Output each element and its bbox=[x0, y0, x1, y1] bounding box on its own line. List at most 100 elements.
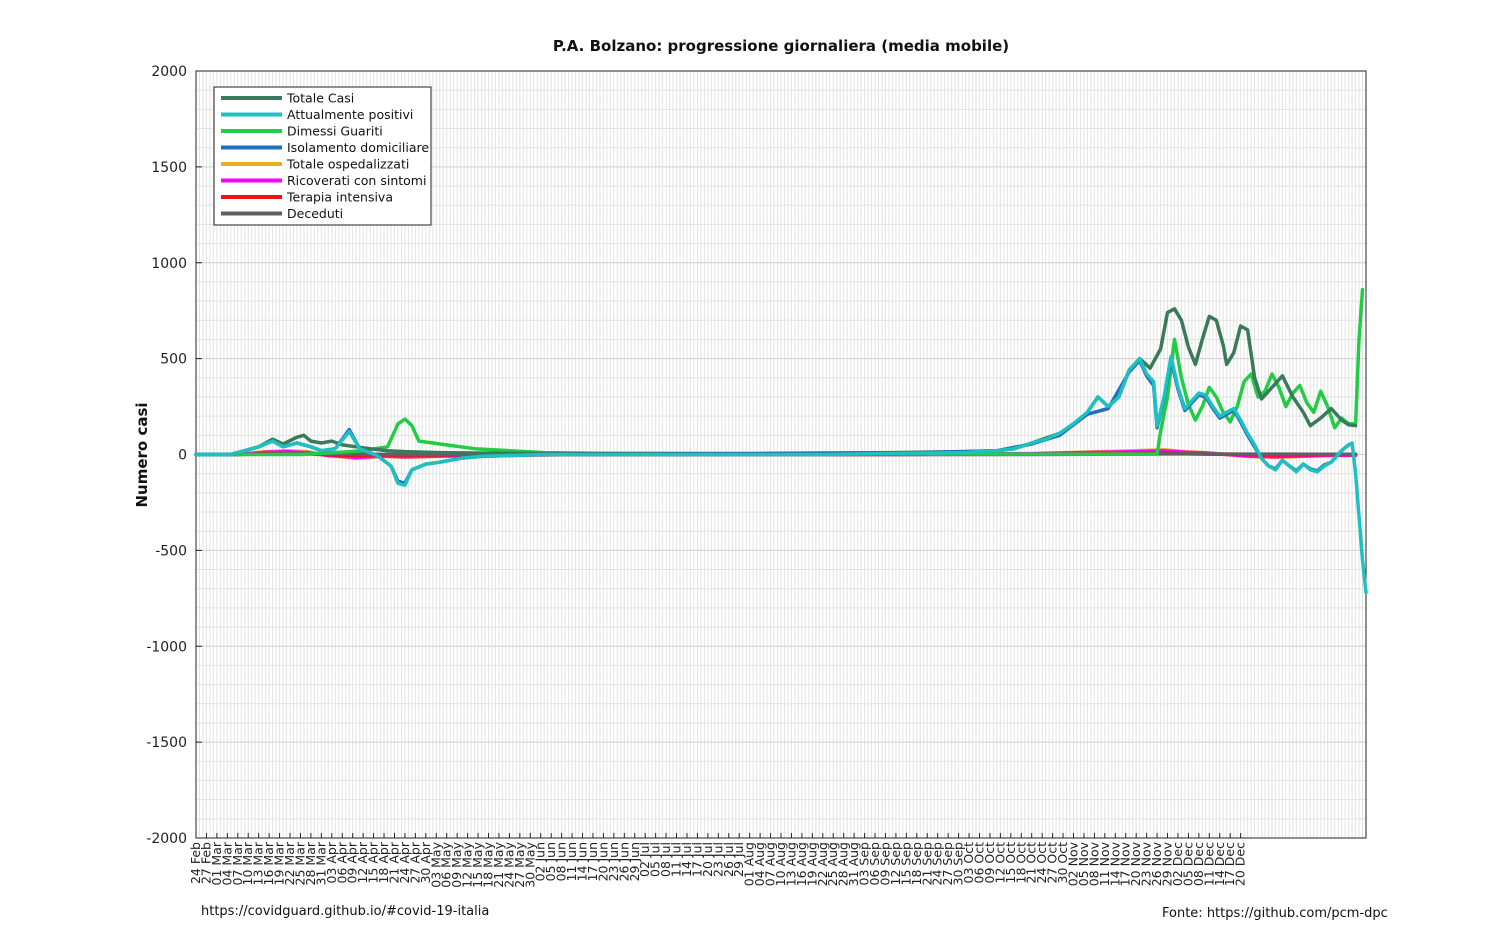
x-tick-label: 10 Aug bbox=[773, 842, 788, 886]
x-tick-label: 15 Sep bbox=[898, 842, 913, 886]
x-tick-label: 27 May bbox=[512, 841, 527, 887]
x-tick-label: 08 Nov bbox=[1086, 841, 1101, 886]
x-tick-label: 30 Oct bbox=[1055, 842, 1070, 884]
x-tick-label: 07 Aug bbox=[763, 842, 778, 886]
x-tick-label: 02 Jun bbox=[533, 842, 548, 881]
x-tick-label: 15 Apr bbox=[366, 841, 381, 883]
x-tick-label: 06 Apr bbox=[334, 841, 349, 883]
legend-label: Totale Casi bbox=[286, 91, 354, 106]
x-tick-label: 23 Nov bbox=[1139, 841, 1154, 886]
series-line-attualmente-positivi bbox=[194, 354, 1368, 595]
y-tick-label: 500 bbox=[160, 352, 187, 368]
x-tick-label: 11 Jun bbox=[564, 842, 579, 881]
x-tick-label: 19 Aug bbox=[804, 842, 819, 886]
x-tick-label: 17 Nov bbox=[1118, 841, 1133, 886]
x-tick-label: 12 Sep bbox=[888, 842, 903, 886]
x-tick-label: 09 Sep bbox=[877, 842, 892, 886]
x-tick-label: 24 Feb bbox=[188, 842, 203, 884]
x-tick-label: 31 Mar bbox=[313, 841, 328, 885]
y-axis-label: Numero casi bbox=[133, 402, 151, 507]
x-tick-label: 09 Oct bbox=[982, 842, 997, 884]
x-tick-label: 26 Jul bbox=[721, 842, 736, 877]
y-tick-label: 0 bbox=[178, 448, 187, 464]
x-tick-label: 18 May bbox=[481, 841, 496, 887]
x-tick-label: 21 Sep bbox=[919, 842, 934, 886]
x-tick-label: 27 Apr bbox=[407, 841, 422, 883]
x-tick-label: 14 Dec bbox=[1212, 842, 1227, 886]
x-tick-label: 21 May bbox=[491, 841, 506, 887]
legend-label: Terapia intensiva bbox=[286, 190, 393, 205]
x-tick-label: 02 Nov bbox=[1066, 841, 1081, 886]
x-tick-label: 25 Aug bbox=[825, 842, 840, 886]
x-tick-label: 03 Sep bbox=[857, 842, 872, 886]
x-tick-label: 18 Sep bbox=[909, 842, 924, 886]
x-tick-label: 07 Mar bbox=[230, 841, 245, 885]
chart-title: P.A. Bolzano: progressione giornaliera (… bbox=[553, 37, 1009, 55]
footer-left-url: https://covidguard.github.io/#covid-19-i… bbox=[201, 904, 490, 919]
x-tick-label: 11 Jul bbox=[669, 842, 684, 877]
x-tick-label: 05 Nov bbox=[1076, 841, 1091, 886]
x-tick-label: 06 Oct bbox=[971, 842, 986, 884]
x-tick-label: 27 Sep bbox=[940, 842, 955, 886]
x-tick-label: 13 Aug bbox=[783, 842, 798, 886]
x-tick-label: 29 Jul bbox=[731, 842, 746, 877]
x-tick-label: 06 May bbox=[439, 841, 454, 887]
x-tick-label: 04 Mar bbox=[219, 841, 234, 885]
x-tick-label: 19 Mar bbox=[272, 841, 287, 885]
x-tick-label: 17 Jul bbox=[689, 842, 704, 877]
x-tick-label: 02 Jul bbox=[637, 842, 652, 877]
x-tick-label: 03 Apr bbox=[324, 841, 339, 883]
x-tick-label: 27 Oct bbox=[1045, 842, 1060, 884]
x-tick-label: 18 Oct bbox=[1013, 842, 1028, 884]
x-tick-label: 18 Apr bbox=[376, 841, 391, 883]
legend-label: Dimessi Guariti bbox=[287, 124, 383, 139]
x-tick-label: 01 Aug bbox=[742, 842, 757, 886]
x-tick-label: 30 May bbox=[522, 841, 537, 887]
series-lines bbox=[194, 287, 1368, 595]
y-tick-label: -2000 bbox=[146, 831, 187, 847]
x-tick-label: 30 Apr bbox=[418, 841, 433, 883]
x-tick-label: 14 Jul bbox=[679, 842, 694, 877]
x-tick-label: 28 Aug bbox=[836, 842, 851, 886]
x-tick-label: 08 Jul bbox=[658, 842, 673, 877]
x-tick-label: 03 Oct bbox=[961, 842, 976, 884]
x-tick-label: 01 Mar bbox=[209, 841, 224, 885]
y-tick-label: -1000 bbox=[146, 639, 187, 655]
x-tick-label: 10 Mar bbox=[240, 841, 255, 885]
x-tick-label: 13 Mar bbox=[251, 841, 266, 885]
x-tick-label: 23 Jul bbox=[710, 842, 725, 877]
x-tick-label: 20 Jul bbox=[700, 842, 715, 877]
x-tick-label: 26 Jun bbox=[616, 842, 631, 881]
x-tick-label: 29 Nov bbox=[1160, 841, 1175, 886]
x-tick-label: 21 Oct bbox=[1024, 842, 1039, 884]
legend-label: Attualmente positivi bbox=[287, 107, 413, 122]
x-tick-label: 17 Jun bbox=[585, 842, 600, 881]
x-tick-label: 08 Dec bbox=[1191, 842, 1206, 886]
x-tick-label: 26 Nov bbox=[1149, 841, 1164, 886]
x-tick-label: 24 Oct bbox=[1034, 842, 1049, 884]
legend-label: Totale ospedalizzati bbox=[286, 157, 409, 172]
x-tick-label: 17 Dec bbox=[1222, 842, 1237, 886]
x-tick-label: 05 Jun bbox=[543, 842, 558, 881]
x-tick-label: 02 Dec bbox=[1170, 842, 1185, 886]
y-tick-label: -500 bbox=[155, 543, 187, 559]
x-tick-label: 11 Nov bbox=[1097, 841, 1112, 886]
x-tick-label: 20 Dec bbox=[1233, 842, 1248, 886]
x-tick-label: 09 May bbox=[449, 841, 464, 887]
y-tick-label: 2000 bbox=[151, 64, 187, 80]
x-tick-label: 05 Jul bbox=[648, 842, 663, 877]
x-tick-label: 31 Aug bbox=[846, 842, 861, 886]
x-tick-label: 12 May bbox=[460, 841, 475, 887]
x-tick-label: 04 Aug bbox=[752, 842, 767, 886]
axes: -2000 -1500 -1000 -500 0 500 1000 1500 2000 24 Fe… bbox=[146, 64, 1367, 888]
x-tick-label: 16 Aug bbox=[794, 842, 809, 886]
x-tick-label: 15 May bbox=[470, 841, 485, 887]
x-tick-label: 23 Jun bbox=[606, 842, 621, 881]
x-tick-label: 20 Nov bbox=[1128, 841, 1143, 886]
x-tick-label: 20 Jun bbox=[595, 842, 610, 881]
x-tick-label: 06 Sep bbox=[867, 842, 882, 886]
x-tick-label: 14 Jun bbox=[575, 842, 590, 881]
x-tick-label: 24 May bbox=[501, 841, 516, 887]
legend-box bbox=[213, 86, 432, 226]
